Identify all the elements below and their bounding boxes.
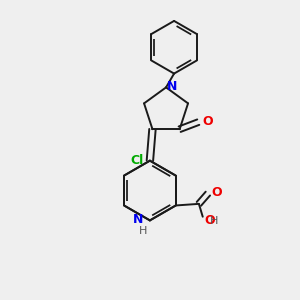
Text: O: O <box>202 115 213 128</box>
Text: O: O <box>204 214 214 227</box>
Text: N: N <box>133 213 143 226</box>
Text: Cl: Cl <box>131 154 144 167</box>
Text: H: H <box>139 226 147 236</box>
Text: O: O <box>211 186 222 199</box>
Text: H: H <box>210 216 218 226</box>
Text: N: N <box>167 80 177 93</box>
